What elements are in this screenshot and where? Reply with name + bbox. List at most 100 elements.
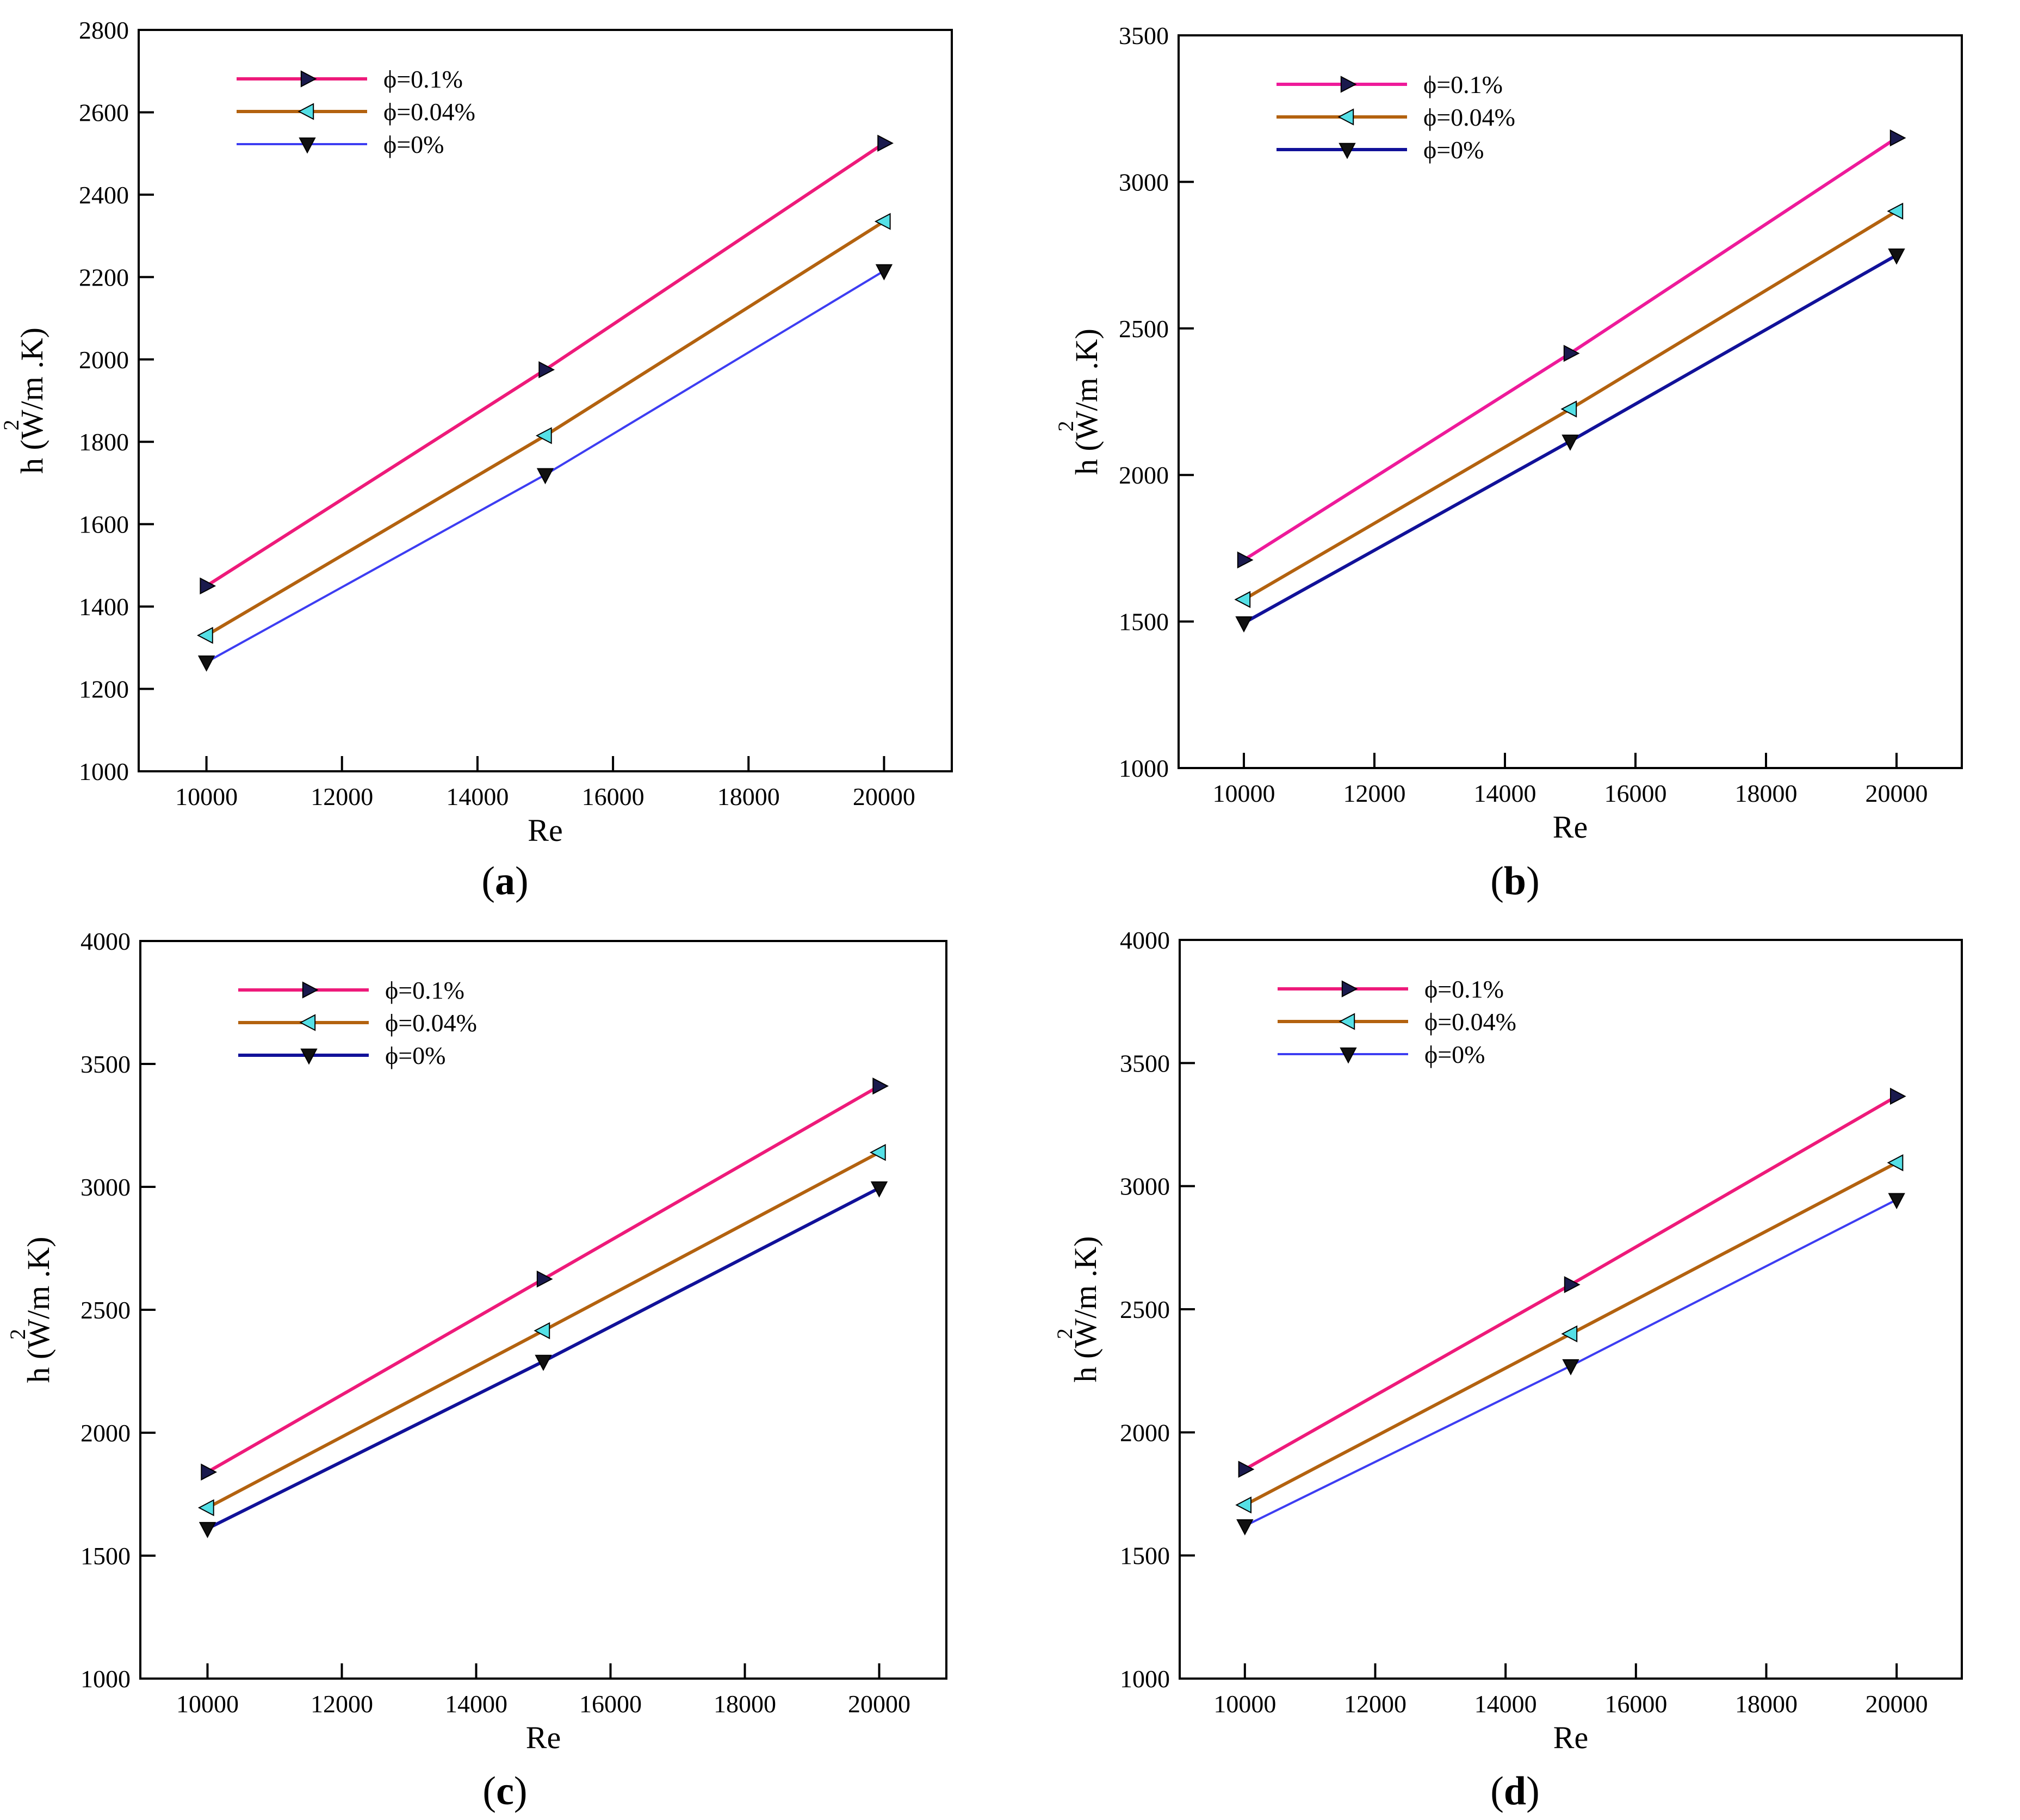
- data-point-d-2-2: [1888, 1193, 1905, 1210]
- x-tick-label-c-14000: 14000: [445, 1690, 507, 1718]
- caption-a: (a): [0, 858, 1010, 905]
- y-axis-label-sup-a: 2: [0, 420, 23, 431]
- legend-label-d-1: ϕ=0.04%: [1424, 1008, 1516, 1036]
- data-point-c-2-2: [870, 1181, 888, 1198]
- caption-d-open: (: [1490, 1769, 1504, 1813]
- y-tick-label-a-1400: 1400: [79, 593, 129, 621]
- legend-marker-a-2: [299, 137, 316, 154]
- x-axis-label-d: Re: [1553, 1720, 1588, 1755]
- y-tick-label-c-3500: 3500: [80, 1050, 131, 1078]
- x-tick-label-a-16000: 16000: [582, 783, 645, 810]
- x-axis-label-a: Re: [528, 813, 562, 848]
- y-tick-label-a-2000: 2000: [79, 346, 129, 374]
- y-tick-label-a-1600: 1600: [79, 511, 129, 538]
- legend-marker-a-1: [298, 103, 314, 120]
- chart-c: 10000 12000 14000 16000 18000 20000 1000 1500 20…: [5, 927, 947, 1755]
- x-tick-label-b-16000: 16000: [1604, 779, 1667, 807]
- y-axis-label-a: h (W/m .K): [14, 327, 49, 474]
- y-tick-label-c-4000: 4000: [80, 927, 131, 955]
- y-tick-label-a-1800: 1800: [79, 428, 129, 456]
- x-tick-label-d-10000: 10000: [1213, 1690, 1276, 1718]
- caption-a-open: (: [481, 859, 495, 903]
- legend-label-b-1: ϕ=0.04%: [1423, 103, 1515, 131]
- caption-b-open: (: [1490, 859, 1504, 903]
- data-point-a-0-1: [538, 361, 555, 379]
- x-tick-label-a-14000: 14000: [446, 783, 509, 810]
- x-tick-label-d-12000: 12000: [1344, 1690, 1406, 1718]
- data-point-d-1-2: [1887, 1154, 1904, 1172]
- legend-marker-d-1: [1339, 1013, 1355, 1030]
- caption-c-letter: c: [496, 1769, 514, 1813]
- panel-d: 10000 12000 14000 16000 18000 20000 1000 1500 20…: [1010, 910, 2020, 1820]
- y-tick-label-c-1500: 1500: [80, 1542, 131, 1570]
- data-point-d-1-1: [1561, 1325, 1578, 1342]
- legend-marker-c-1: [299, 1014, 316, 1031]
- data-point-c-0-1: [536, 1270, 553, 1288]
- y-tick-label-c-2000: 2000: [80, 1419, 131, 1447]
- legend-label-a-0: ϕ=0.1%: [383, 65, 463, 93]
- y-tick-label-c-2500: 2500: [80, 1296, 131, 1324]
- panel-b: 10000 12000 14000 16000 18000 20000 1000 1500 20…: [1010, 0, 2020, 910]
- caption-c-open: (: [482, 1769, 497, 1813]
- x-tick-label-c-18000: 18000: [714, 1690, 776, 1718]
- x-tick-label-a-10000: 10000: [175, 783, 238, 810]
- data-point-a-2-2: [875, 264, 893, 281]
- data-point-c-2-1: [535, 1354, 552, 1371]
- chart-b: 10000 12000 14000 16000 18000 20000 1000 1500 20…: [1054, 22, 1963, 845]
- data-point-c-2-0: [199, 1522, 216, 1538]
- x-tick-label-c-20000: 20000: [848, 1690, 910, 1718]
- series-line-a-1: [206, 220, 885, 637]
- panel-c: 10000 12000 14000 16000 18000 20000 1000 1500 20…: [0, 910, 1010, 1820]
- y-tick-label-a-2800: 2800: [79, 16, 129, 44]
- legend-marker-a-0: [300, 70, 317, 88]
- data-point-c-1-0: [197, 1499, 214, 1516]
- legend-label-b-2: ϕ=0%: [1423, 136, 1484, 164]
- x-axis-label-b: Re: [1553, 809, 1588, 845]
- legend-marker-b-2: [1339, 143, 1356, 159]
- y-tick-label-a-2400: 2400: [79, 181, 129, 209]
- x-tick-label-d-16000: 16000: [1604, 1690, 1667, 1718]
- caption-d: (d): [1010, 1768, 2020, 1815]
- data-point-a-1-1: [535, 427, 552, 444]
- y-tick-label-a-2200: 2200: [79, 263, 129, 291]
- y-axis-label-c: h (W/m .K): [21, 1237, 56, 1383]
- legend-marker-b-0: [1340, 76, 1357, 93]
- data-point-a-0-2: [877, 134, 894, 152]
- legend-marker-d-2: [1340, 1047, 1357, 1064]
- data-point-b-1-1: [1560, 400, 1577, 418]
- legend-label-c-2: ϕ=0%: [385, 1042, 445, 1069]
- caption-b-close: ): [1526, 859, 1540, 903]
- x-tick-label-c-12000: 12000: [311, 1690, 373, 1718]
- chart-d: 10000 12000 14000 16000 18000 20000 1000 1500 20…: [1052, 926, 1963, 1755]
- caption-b: (b): [1010, 858, 2020, 905]
- y-axis-label-sup-b: 2: [1054, 421, 1078, 432]
- y-tick-label-d-4000: 4000: [1120, 926, 1170, 954]
- y-tick-label-d-2000: 2000: [1120, 1419, 1170, 1446]
- y-tick-label-a-1200: 1200: [79, 676, 129, 703]
- legend-label-b-0: ϕ=0.1%: [1423, 71, 1503, 98]
- y-axis-label-b: h (W/m .K): [1069, 329, 1104, 475]
- y-tick-label-d-3500: 3500: [1120, 1049, 1170, 1077]
- caption-c: (c): [0, 1768, 1010, 1815]
- plot-frame-d: [1179, 939, 1963, 1680]
- y-tick-label-d-3000: 3000: [1120, 1173, 1170, 1200]
- plot-frame-b: [1178, 34, 1963, 769]
- data-point-a-2-0: [197, 655, 215, 672]
- x-axis-label-c: Re: [526, 1720, 561, 1755]
- y-axis-label-d: h (W/m .K): [1068, 1236, 1103, 1383]
- plot-frame-c: [139, 940, 947, 1680]
- data-point-a-1-2: [874, 213, 891, 230]
- x-tick-label-b-20000: 20000: [1866, 779, 1928, 807]
- data-point-a-0-0: [200, 577, 216, 595]
- data-point-b-1-0: [1234, 591, 1251, 608]
- x-tick-label-b-14000: 14000: [1474, 779, 1536, 807]
- data-point-d-0-2: [1889, 1087, 1906, 1105]
- caption-d-letter: d: [1503, 1769, 1527, 1813]
- panel-a: 10000 12000 14000 16000 18000 20000 1000 1200 14…: [0, 0, 1010, 910]
- legend-label-a-2: ϕ=0%: [383, 131, 444, 158]
- x-tick-label-d-20000: 20000: [1866, 1690, 1928, 1718]
- series-line-a-2: [206, 270, 885, 664]
- data-point-d-1-0: [1235, 1496, 1252, 1514]
- x-tick-label-d-18000: 18000: [1735, 1690, 1798, 1718]
- y-tick-label-a-2600: 2600: [79, 98, 129, 126]
